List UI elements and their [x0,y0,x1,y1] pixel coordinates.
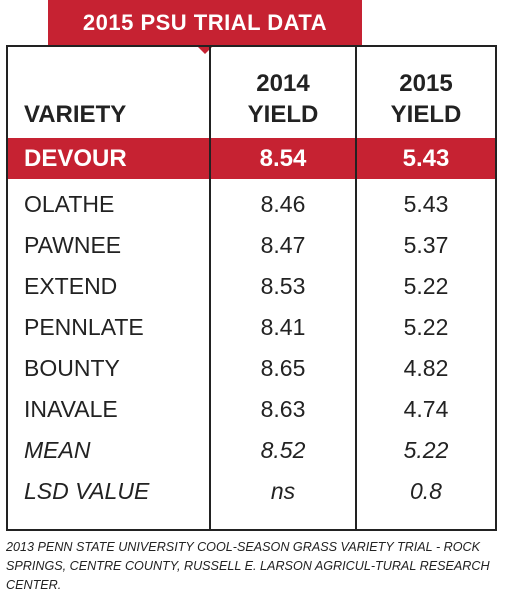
cell-variety: BOUNTY [24,355,120,381]
cell-2015-yield: 5.37 [403,232,449,258]
table-row-mean: MEAN 8.52 5.22 [8,430,495,471]
cell-2014-yield: 8.46 [260,191,306,217]
cell-variety: INAVALE [24,396,118,422]
cell-2015-yield: 5.22 [403,314,449,340]
table-row-lsd-value: LSD VALUE ns 0.8 [8,471,495,512]
header-2015-yield-line1: 2015 [399,70,453,97]
cell-variety: DEVOUR [24,144,127,172]
cell-variety: EXTEND [24,273,118,299]
column-divider [355,47,357,529]
cell-2014-yield: 8.41 [260,314,306,340]
cell-2014-yield: 8.65 [260,355,306,381]
cell-2014-yield: 8.52 [260,437,306,463]
header-2015-yield: 2015 YIELD [357,68,495,130]
cell-2014-yield: 8.54 [259,144,307,172]
header-2014-yield-line1: 2014 [256,70,310,97]
table-row: INAVALE 8.63 4.74 [8,389,495,430]
table-row-devour: DEVOUR 8.54 5.43 [8,138,495,179]
cell-2015-yield: 0.8 [410,478,442,504]
cell-variety: PAWNEE [24,232,122,258]
cell-variety: LSD VALUE [24,478,150,504]
table-row: OLATHE 8.46 5.43 [8,184,495,225]
table-title-text: 2015 PSU TRIAL DATA [82,9,328,35]
table-row: PAWNEE 8.47 5.37 [8,225,495,266]
header-2014-yield: 2014 YIELD [211,68,355,130]
cell-variety: OLATHE [24,191,115,217]
cell-2014-yield: ns [270,478,296,504]
trial-data-table: VARIETY 2014 YIELD 2015 YIELD DEVOUR 8.5… [6,45,497,531]
cell-2014-yield: 8.47 [260,232,306,258]
cell-2015-yield: 5.43 [403,191,449,217]
cell-variety: PENNLATE [24,314,144,340]
cell-2015-yield: 5.22 [403,273,449,299]
cell-2015-yield: 4.82 [403,355,449,381]
table-row: PENNLATE 8.41 5.22 [8,307,495,348]
table-row: BOUNTY 8.65 4.82 [8,348,495,389]
table-footnote: 2013 PENN STATE UNIVERSITY COOL-SEASON G… [6,540,490,592]
cell-2015-yield: 5.43 [402,144,450,172]
header-2015-yield-line2: YIELD [390,101,462,128]
header-2014-yield-line2: YIELD [247,101,319,128]
cell-2014-yield: 8.53 [260,273,306,299]
cell-2014-yield: 8.63 [260,396,306,422]
table-title: 2015 PSU TRIAL DATA [48,0,362,54]
cell-variety: MEAN [24,437,91,463]
column-divider [209,47,211,529]
header-variety: VARIETY [24,101,127,128]
table-row: EXTEND 8.53 5.22 [8,266,495,307]
cell-2015-yield: 4.74 [403,396,449,422]
table-header-row: VARIETY 2014 YIELD 2015 YIELD [8,47,495,138]
cell-2015-yield: 5.22 [403,437,449,463]
